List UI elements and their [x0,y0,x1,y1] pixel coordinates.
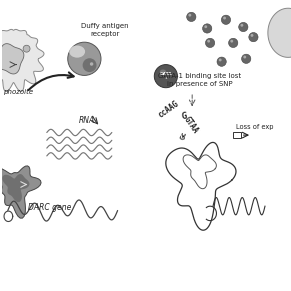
Circle shape [242,54,251,63]
Circle shape [219,58,222,61]
Text: GATA: GATA [159,72,172,77]
Polygon shape [2,174,29,202]
Circle shape [154,65,178,88]
Ellipse shape [160,70,166,74]
Circle shape [205,38,215,47]
Text: DARC gene: DARC gene [28,203,71,212]
Polygon shape [0,29,44,91]
Circle shape [187,12,196,22]
Text: ccAAG: ccAAG [157,99,181,120]
Bar [233,132,241,138]
Polygon shape [0,166,41,218]
Text: phozoite: phozoite [3,89,33,95]
Circle shape [230,40,233,42]
Text: G: G [181,112,187,121]
Text: 1: 1 [165,77,167,80]
Circle shape [249,33,258,42]
Polygon shape [268,8,291,57]
Circle shape [228,38,238,47]
Circle shape [217,57,226,66]
Text: GTAA: GTAA [182,115,200,135]
Circle shape [23,45,30,52]
Ellipse shape [69,45,85,58]
Text: RNA: RNA [79,116,95,125]
Circle shape [204,25,207,28]
Circle shape [243,56,246,58]
Circle shape [203,24,212,33]
Circle shape [223,17,226,19]
Circle shape [240,24,243,27]
Circle shape [207,40,210,42]
Ellipse shape [83,58,97,72]
Text: Loss of exp: Loss of exp [235,124,273,129]
Text: GATA-1 binding site lost
in presence of SNP: GATA-1 binding site lost in presence of … [158,74,242,88]
Circle shape [188,14,191,17]
Polygon shape [0,44,24,74]
Text: Duffy antigen
receptor: Duffy antigen receptor [81,23,128,37]
Ellipse shape [90,62,93,66]
Ellipse shape [68,42,101,75]
Circle shape [221,15,230,24]
Text: Gc: Gc [180,130,187,140]
Circle shape [239,22,248,32]
Circle shape [251,34,253,37]
